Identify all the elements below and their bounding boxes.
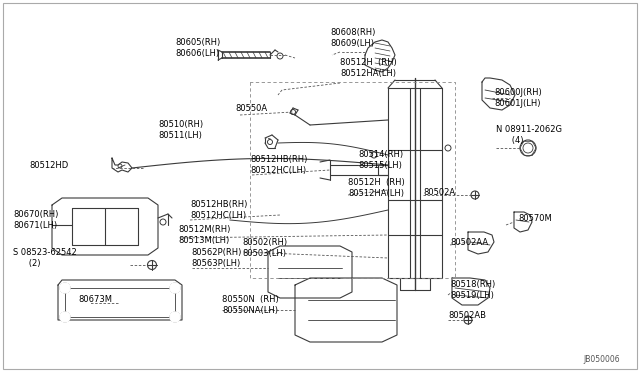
Text: 80550A: 80550A [235, 103, 267, 112]
Circle shape [170, 283, 180, 293]
Text: 80608(RH)
80609(LH): 80608(RH) 80609(LH) [330, 28, 376, 48]
Text: 80605(RH)
80606(LH): 80605(RH) 80606(LH) [175, 38, 220, 58]
Text: 80502AB: 80502AB [448, 311, 486, 320]
Text: 80502A: 80502A [423, 187, 455, 196]
Text: 80512HB(RH)
80512HC(LH): 80512HB(RH) 80512HC(LH) [190, 200, 248, 220]
Text: 80512H  (RH)
80512HA(LH): 80512H (RH) 80512HA(LH) [348, 178, 404, 198]
Text: 80510(RH)
80511(LH): 80510(RH) 80511(LH) [158, 120, 203, 140]
Text: 80562P(RH)
80563P(LH): 80562P(RH) 80563P(LH) [191, 248, 241, 268]
Text: 80670(RH)
80671(LH): 80670(RH) 80671(LH) [13, 210, 58, 230]
Text: 80512HB(RH)
80512HC(LH): 80512HB(RH) 80512HC(LH) [250, 155, 307, 175]
Text: 80512H  (RH)
80512HA(LH): 80512H (RH) 80512HA(LH) [340, 58, 397, 78]
Text: 80550N  (RH)
80550NA(LH): 80550N (RH) 80550NA(LH) [222, 295, 279, 315]
Text: JB050006: JB050006 [584, 355, 620, 364]
Text: 80512HD: 80512HD [29, 160, 68, 170]
Text: 80673M: 80673M [78, 295, 112, 305]
Circle shape [170, 312, 180, 322]
Text: 80600J(RH)
80601J(LH): 80600J(RH) 80601J(LH) [494, 88, 541, 108]
Text: 80512M(RH)
80513M(LH): 80512M(RH) 80513M(LH) [178, 225, 230, 245]
Text: 80514(RH)
80515(LH): 80514(RH) 80515(LH) [358, 150, 403, 170]
Circle shape [60, 283, 70, 293]
Text: 80502AA: 80502AA [450, 237, 488, 247]
Text: S 08523-62542
      (2): S 08523-62542 (2) [13, 248, 77, 268]
Text: 80570M: 80570M [518, 214, 552, 222]
Text: 80518(RH)
80519(LH): 80518(RH) 80519(LH) [450, 280, 495, 300]
Circle shape [60, 312, 70, 322]
Text: 80502(RH)
80503(LH): 80502(RH) 80503(LH) [242, 238, 287, 258]
Text: N 08911-2062G
      (4): N 08911-2062G (4) [496, 125, 562, 145]
